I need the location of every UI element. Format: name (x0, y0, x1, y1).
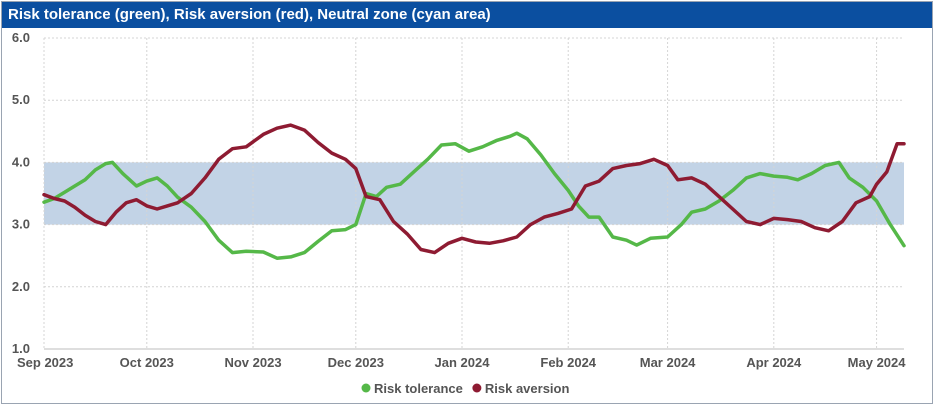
y-tick-label: 3.0 (12, 217, 30, 232)
y-tick-label: 2.0 (12, 279, 30, 294)
legend-label: Risk tolerance (374, 381, 463, 396)
x-tick-label: Mar 2024 (640, 355, 696, 370)
x-tick-label: Apr 2024 (746, 355, 802, 370)
legend-marker-risk-tolerance (361, 383, 371, 393)
x-tick-label: Jan 2024 (435, 355, 491, 370)
x-tick-label: Nov 2023 (224, 355, 281, 370)
chart-title: Risk tolerance (green), Risk aversion (r… (2, 2, 932, 28)
legend-label: Risk aversion (485, 381, 570, 396)
y-tick-label: 1.0 (12, 341, 30, 356)
y-tick-label: 4.0 (12, 154, 30, 169)
legend-marker-risk-aversion (472, 383, 482, 393)
y-tick-label: 5.0 (12, 92, 30, 107)
x-tick-label: Sep 2023 (17, 355, 73, 370)
axis-labels: 1.0 2.0 3.0 4.0 5.0 6.0 Sep 2023 Oct 2023 Nov 20… (12, 30, 906, 370)
x-tick-label: Oct 2023 (120, 355, 174, 370)
x-tick-label: Feb 2024 (540, 355, 596, 370)
legend: Risk tolerance Risk aversion (361, 381, 570, 396)
series-layer (42, 123, 906, 260)
y-tick-label: 6.0 (12, 30, 30, 45)
series-line-risk-tolerance (42, 131, 906, 260)
series-line-risk-aversion (42, 123, 906, 255)
x-tick-label: Dec 2023 (328, 355, 384, 370)
x-tick-label: May 2024 (848, 355, 907, 370)
